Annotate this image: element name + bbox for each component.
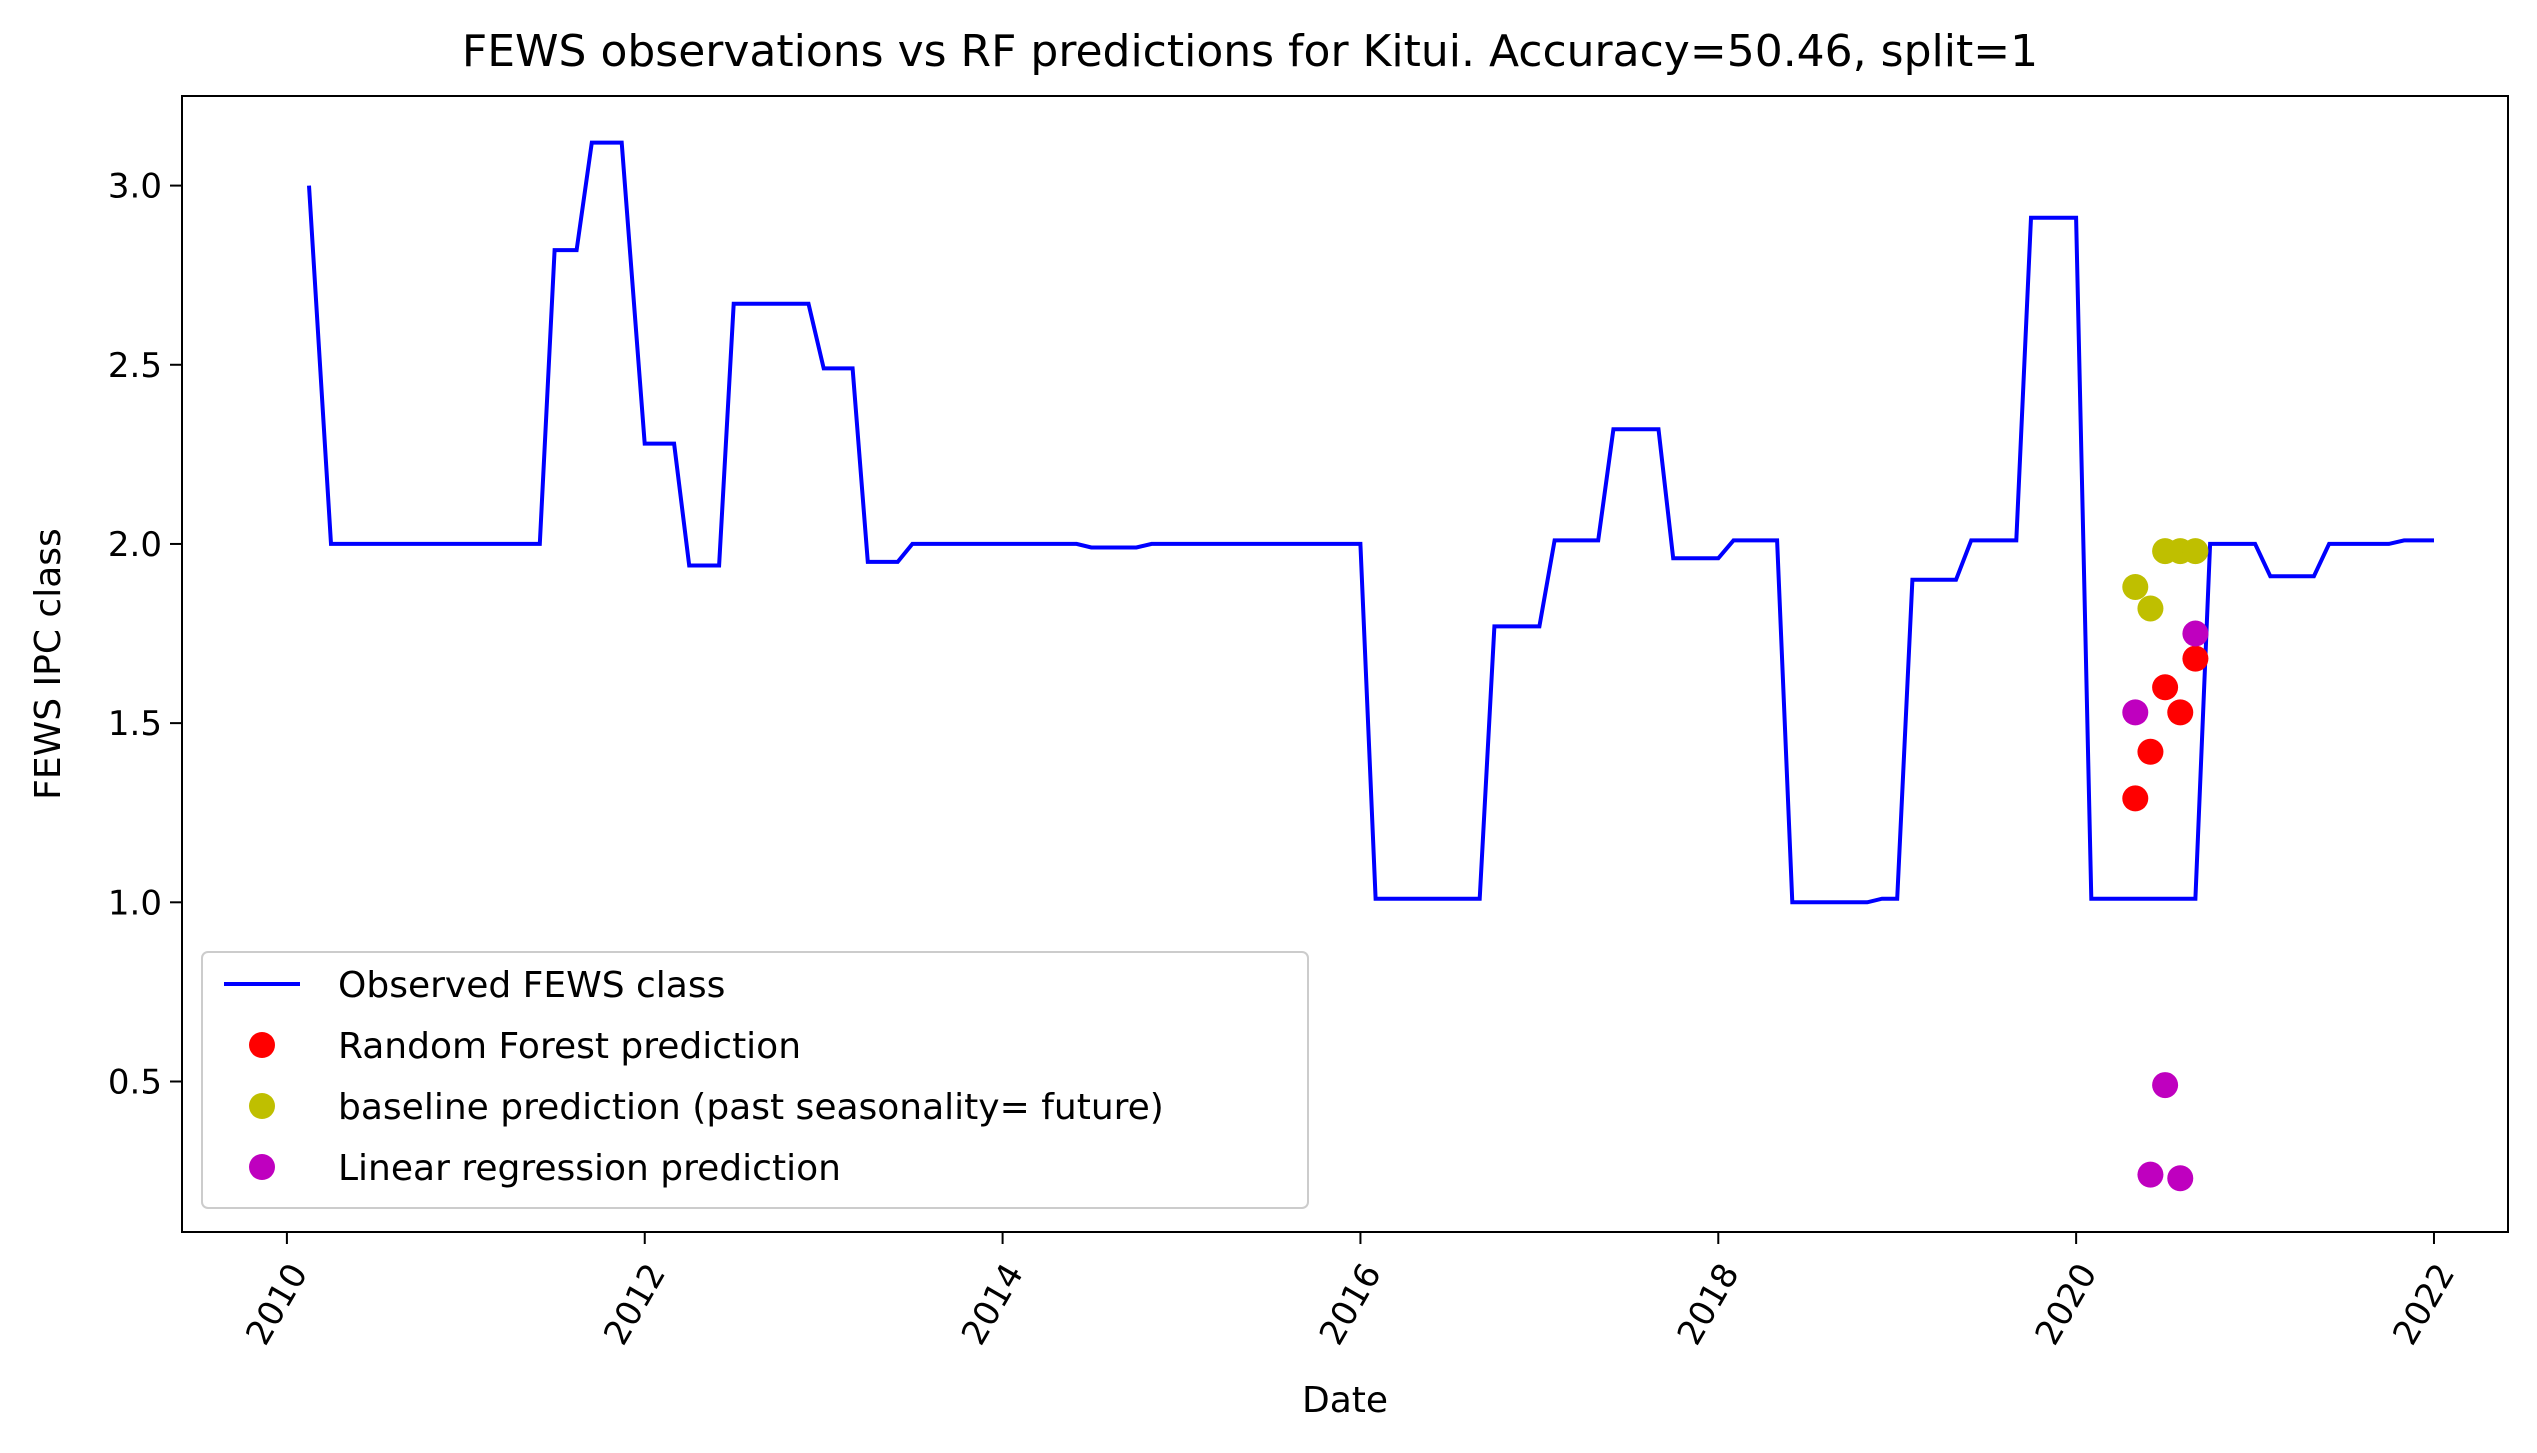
scatter-point-series-3: [2122, 699, 2149, 726]
scatter-point-series-1: [2122, 785, 2149, 812]
y-axis-label: FEWS IPC class: [28, 528, 69, 800]
y-tick-label: 3.0: [108, 167, 162, 207]
legend-label: Linear regression prediction: [338, 1148, 841, 1189]
series-layer: [307, 140, 2434, 1192]
scatter-point-series-1: [2167, 699, 2194, 726]
scatter-point-series-1: [2137, 738, 2164, 765]
legend-label: Observed FEWS class: [338, 965, 725, 1006]
series-line-observed: [307, 140, 2434, 905]
legend-swatch-marker: [249, 1032, 275, 1058]
scatter-point-series-2: [2182, 538, 2209, 565]
y-tick-label: 2.0: [108, 525, 162, 565]
legend-swatch-marker: [249, 1093, 275, 1119]
plot-frame: [181, 95, 2509, 1233]
scatter-point-series-3: [2167, 1165, 2194, 1192]
y-tick-label: 0.5: [108, 1062, 162, 1102]
x-axis-label: Date: [1302, 1380, 1388, 1421]
legend-label: baseline prediction (past seasonality= f…: [338, 1087, 1164, 1128]
legend: Observed FEWS class Random Forest predict…: [201, 951, 1309, 1209]
y-tick-label: 1.5: [108, 704, 162, 744]
scatter-point-series-3: [2137, 1161, 2164, 1188]
scatter-point-series-1: [2182, 645, 2209, 672]
scatter-point-series-1: [2152, 674, 2179, 701]
y-axis: 0.5 1.0 1.5 2.0 2.5 3.0: [108, 167, 182, 1102]
y-tick-label: 1.0: [108, 883, 162, 923]
scatter-point-series-2: [2137, 595, 2164, 622]
legend-label: Random Forest prediction: [338, 1026, 801, 1067]
legend-swatch-marker: [249, 1154, 275, 1180]
scatter-point-series-2: [2122, 573, 2149, 600]
scatter-point-series-3: [2182, 620, 2209, 647]
chart-title: FEWS observations vs RF predictions for …: [462, 26, 2038, 77]
y-tick-label: 2.5: [108, 346, 162, 386]
legend-box: [201, 951, 1309, 1209]
scatter-point-series-3: [2152, 1072, 2179, 1099]
